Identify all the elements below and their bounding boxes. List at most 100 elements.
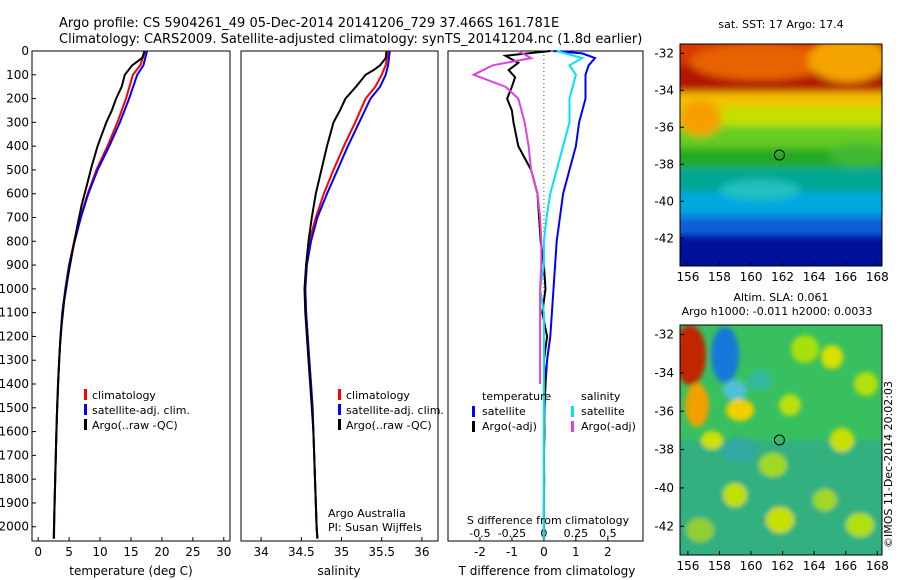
legend-label: satellite-adj. clim.	[92, 404, 190, 417]
difference-top-tick-label: 0.25	[564, 527, 589, 540]
difference-top-tick-label: 0.5	[599, 527, 617, 540]
depth-ytick-label: 600	[6, 187, 29, 201]
map-xtick-label: 162	[771, 270, 794, 284]
salinity-xtick-label: 34.5	[288, 545, 315, 559]
legend-label: Argo(-adj)	[482, 420, 537, 433]
sst-map-axes: 156 158 160 162 164 166 168 -32 -34 -36 -38 -40 -42	[654, 46, 888, 284]
difference-xtick-label: -2	[474, 545, 486, 559]
map-ytick-label: -38	[654, 443, 674, 457]
annotation-pi: PI: Susan Wijffels	[328, 521, 422, 534]
depth-ytick-label: 800	[6, 234, 29, 248]
temperature-series-line	[52, 50, 147, 539]
map-xtick-label: 168	[866, 559, 889, 573]
temperature-xtick-label: 5	[65, 545, 73, 559]
difference-series-line	[471, 50, 543, 384]
legend-swatch	[571, 406, 574, 417]
map-ytick-label: -32	[654, 328, 674, 342]
map-ytick-label: -36	[654, 120, 674, 134]
map-xtick-label: 158	[708, 270, 731, 284]
depth-ytick-label: 100	[6, 68, 29, 82]
legend-swatch	[571, 421, 574, 432]
sst-map: sat. SST: 17 Argo: 17.4 156 158 160 162	[654, 18, 888, 284]
map-ytick-label: -34	[654, 366, 674, 380]
difference-top-tick-label: -0.5	[469, 527, 490, 540]
salinity-panel: 34 34.5 35 35.5 36 climatology satellite-adj.…	[240, 50, 444, 578]
salinity-xtick-label: 35	[334, 545, 349, 559]
legend-group-title: temperature	[482, 390, 551, 403]
salinity-xtick-label: 34	[253, 545, 268, 559]
depth-ytick-label: 1100	[0, 306, 29, 320]
difference-top-tick-label: -0.25	[498, 527, 526, 540]
difference-xtick-label: -1	[506, 545, 518, 559]
salinity-xtick-label: 36	[414, 545, 429, 559]
legend-swatch	[338, 404, 341, 415]
temperature-xtick-label: 30	[216, 545, 231, 559]
difference-xtick-label: 0	[540, 545, 548, 559]
difference-xtick-label: 2	[604, 545, 612, 559]
title-line1: Argo profile: CS 5904261_49 05-Dec-2014 …	[59, 16, 559, 31]
temperature-series-line	[52, 50, 149, 539]
sst-field	[680, 44, 882, 236]
depth-ytick-label: 0	[21, 44, 29, 58]
depth-ytick-label: 300	[6, 115, 29, 129]
difference-series-line	[539, 50, 585, 539]
salinity-xlabel: salinity	[317, 564, 360, 578]
temperature-lines	[52, 50, 149, 539]
map-ytick-label: -42	[654, 231, 674, 245]
map-xtick-label: 160	[740, 559, 763, 573]
map-xtick-label: 156	[676, 559, 699, 573]
legend-label: Argo(-adj)	[581, 420, 636, 433]
map-xtick-label: 164	[803, 270, 826, 284]
temperature-x-axis: 0 5 10 15 20 25 30	[34, 537, 231, 559]
map-xtick-label: 160	[740, 270, 763, 284]
salinity-series-line	[304, 50, 391, 539]
salinity-axes-box	[240, 50, 439, 542]
sst-map-title: sat. SST: 17 Argo: 17.4	[718, 18, 843, 31]
map-ytick-label: -40	[654, 194, 674, 208]
temperature-xtick-label: 25	[185, 545, 200, 559]
salinity-lines	[303, 50, 391, 539]
legend-label: satellite-adj. clim.	[346, 404, 444, 417]
difference-series-line	[542, 50, 597, 539]
temperature-xtick-label: 0	[34, 545, 42, 559]
depth-ytick-label: 400	[6, 139, 29, 153]
salinity-legend: climatology satellite-adj. clim. Argo(..ra…	[338, 389, 444, 432]
legend-label: Argo(..raw -QC)	[92, 419, 178, 432]
temperature-legend: climatology satellite-adj. clim. Argo(..ra…	[84, 389, 190, 432]
annotation-argo-australia: Argo Australia	[328, 507, 406, 520]
legend-label: satellite	[581, 405, 625, 418]
map-xtick-label: 164	[803, 559, 826, 573]
map-ytick-label: -32	[654, 46, 674, 60]
depth-ytick-label: 1200	[0, 329, 29, 343]
depth-ytick-label: 1600	[0, 425, 29, 439]
salinity-xtick-label: 35.5	[368, 545, 395, 559]
depth-ytick-label: 1300	[0, 353, 29, 367]
temperature-xtick-label: 10	[92, 545, 107, 559]
depth-ytick-label: 1000	[0, 282, 29, 296]
sla-map-axes: 156 158 160 162 164 166 168 -32 -34 -36 -38 -40 -42	[654, 328, 888, 573]
map-ytick-label: -34	[654, 83, 674, 97]
temperature-panel: 0100200300400500600700800900100011001200…	[0, 44, 231, 578]
sla-map-subtitle: Argo h1000: -0.011 h2000: 0.0033	[682, 305, 873, 318]
map-xtick-label: 166	[834, 559, 857, 573]
legend-swatch	[84, 404, 87, 415]
temperature-axes-box	[31, 50, 231, 542]
legend-label: satellite	[482, 405, 526, 418]
salinity-x-axis: 34 34.5 35 35.5 36	[253, 537, 430, 559]
map-ytick-label: -38	[654, 157, 674, 171]
depth-axis: 0 100 200 300 400 500 600 700 800 900 1000 1100 1200…	[0, 44, 36, 534]
legend-label: climatology	[346, 389, 410, 402]
difference-xlabel: T difference from climatology	[458, 564, 636, 578]
map-xtick-label: 166	[834, 270, 857, 284]
depth-ytick-label: 200	[6, 92, 29, 106]
depth-ytick-label: 1900	[0, 496, 29, 510]
depth-ytick-label: 700	[6, 211, 29, 225]
legend-label: climatology	[92, 389, 156, 402]
depth-ytick-label: 500	[6, 163, 29, 177]
legend-swatch	[472, 406, 475, 417]
temperature-xtick-label: 20	[154, 545, 169, 559]
depth-ytick-label: 1800	[0, 472, 29, 486]
map-ytick-label: -36	[654, 404, 674, 418]
salinity-series-line	[303, 50, 388, 539]
